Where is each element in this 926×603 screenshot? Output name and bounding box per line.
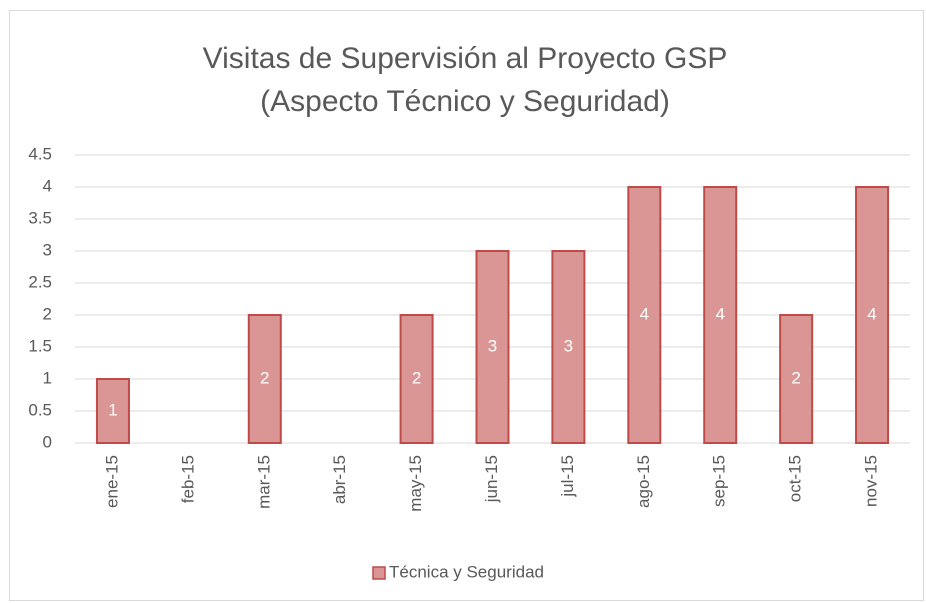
bar [475, 250, 510, 444]
y-tick-label: 1.5 [28, 336, 52, 355]
data-label: 4 [867, 304, 876, 323]
bar [855, 186, 890, 444]
legend-label: Técnica y Seguridad [389, 562, 544, 581]
legend-swatch [372, 566, 386, 580]
x-tick-label: ene-15 [102, 455, 121, 508]
x-tick-label: jul-15 [558, 455, 577, 498]
y-tick-label: 3 [43, 240, 52, 259]
x-tick-label: feb-15 [178, 455, 197, 503]
y-tick-label: 0.5 [28, 400, 52, 419]
y-tick-label: 2 [43, 304, 52, 323]
chart-title: (Aspecto Técnico y Seguridad) [260, 85, 670, 118]
bar [627, 186, 662, 444]
bar [247, 314, 282, 444]
x-tick-label: may-15 [406, 455, 425, 512]
data-label: 2 [260, 368, 269, 387]
data-label: 1 [108, 400, 117, 419]
y-tick-label: 4 [43, 176, 52, 195]
bar [399, 314, 434, 444]
y-tick-label: 4.5 [28, 144, 52, 163]
y-tick-label: 1 [43, 368, 52, 387]
x-tick-label: sep-15 [710, 455, 729, 507]
data-label: 3 [564, 336, 573, 355]
data-label: 2 [412, 368, 421, 387]
x-tick-label: oct-15 [786, 455, 805, 502]
x-tick-label: abr-15 [330, 455, 349, 504]
x-tick-label: jun-15 [482, 455, 501, 503]
data-label: 3 [488, 336, 497, 355]
y-tick-label: 2.5 [28, 272, 52, 291]
y-tick-label: 3.5 [28, 208, 52, 227]
x-tick-label: nov-15 [862, 455, 881, 507]
data-label: 4 [640, 304, 649, 323]
x-tick-label: mar-15 [254, 455, 273, 509]
data-label: 2 [791, 368, 800, 387]
x-tick-label: ago-15 [634, 455, 653, 508]
bar [95, 378, 130, 444]
chart-border [9, 10, 924, 601]
data-label: 4 [715, 304, 724, 323]
bar [703, 186, 738, 444]
bar [551, 250, 586, 444]
y-tick-label: 0 [43, 432, 52, 451]
bar [779, 314, 814, 444]
chart-title: Visitas de Supervisión al Proyecto GSP [203, 42, 728, 75]
